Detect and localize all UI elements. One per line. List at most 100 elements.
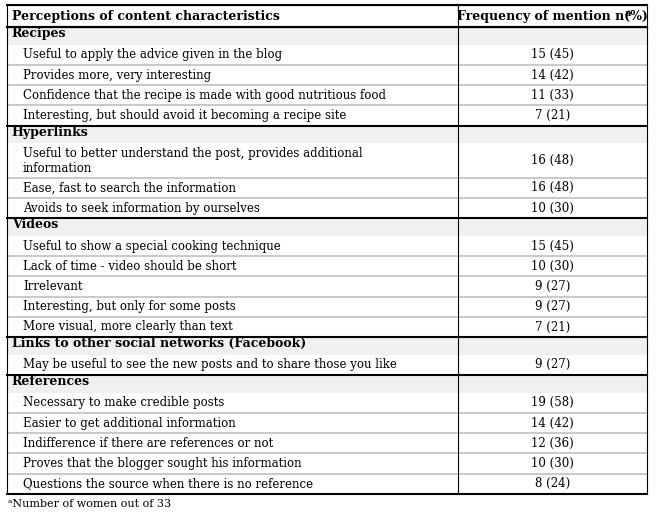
Bar: [7, 277, 458, 297]
Bar: [458, 45, 648, 65]
Bar: [7, 317, 458, 337]
Bar: [7, 355, 458, 375]
Bar: [7, 474, 458, 494]
Text: Useful to show a special cooking technique: Useful to show a special cooking techniq…: [23, 240, 280, 253]
Text: Interesting, but only for some posts: Interesting, but only for some posts: [23, 301, 235, 313]
Text: Perceptions of content characteristics: Perceptions of content characteristics: [12, 10, 280, 23]
Bar: [7, 40, 458, 45]
Bar: [458, 218, 648, 231]
Text: 19 (58): 19 (58): [531, 397, 574, 409]
Bar: [7, 105, 458, 126]
Bar: [458, 236, 648, 256]
Bar: [458, 5, 648, 27]
Text: Provides more, very interesting: Provides more, very interesting: [23, 69, 211, 81]
Bar: [7, 337, 458, 350]
Text: Interesting, but should avoid it becoming a recipe site: Interesting, but should avoid it becomin…: [23, 109, 347, 122]
Bar: [7, 231, 458, 236]
Text: Hyperlinks: Hyperlinks: [12, 126, 88, 139]
Text: 12 (36): 12 (36): [531, 437, 574, 450]
Bar: [458, 355, 648, 375]
Bar: [458, 126, 648, 139]
Bar: [458, 350, 648, 355]
Text: 14 (42): 14 (42): [531, 417, 574, 430]
Text: 9 (27): 9 (27): [535, 280, 570, 293]
Bar: [7, 218, 458, 231]
Bar: [7, 5, 458, 27]
Bar: [7, 413, 458, 433]
Bar: [458, 27, 648, 40]
Bar: [7, 393, 458, 413]
Text: Frequency of mention n(%): Frequency of mention n(%): [457, 10, 648, 23]
Bar: [7, 433, 458, 454]
Bar: [458, 474, 648, 494]
Bar: [458, 277, 648, 297]
Text: Confidence that the recipe is made with good nutritious food: Confidence that the recipe is made with …: [23, 89, 386, 102]
Text: Necessary to make credible posts: Necessary to make credible posts: [23, 397, 224, 409]
Bar: [7, 27, 458, 40]
Bar: [7, 198, 458, 218]
Bar: [7, 388, 458, 393]
Text: Recipes: Recipes: [12, 27, 66, 40]
Text: Irrelevant: Irrelevant: [23, 280, 82, 293]
Text: Questions the source when there is no reference: Questions the source when there is no re…: [23, 477, 313, 490]
Text: May be useful to see the new posts and to share those you like: May be useful to see the new posts and t…: [23, 359, 397, 372]
Bar: [458, 143, 648, 178]
Bar: [458, 317, 648, 337]
Bar: [7, 178, 458, 198]
Text: 9 (27): 9 (27): [535, 301, 570, 313]
Text: Videos: Videos: [12, 218, 58, 231]
Bar: [7, 297, 458, 317]
Bar: [458, 433, 648, 454]
Bar: [7, 350, 458, 355]
Text: References: References: [12, 375, 90, 388]
Bar: [458, 65, 648, 85]
Bar: [458, 413, 648, 433]
Text: 16 (48): 16 (48): [531, 182, 574, 195]
Text: Indifference if there are references or not: Indifference if there are references or …: [23, 437, 273, 450]
Bar: [458, 40, 648, 45]
Bar: [7, 236, 458, 256]
Bar: [458, 85, 648, 105]
Bar: [458, 256, 648, 277]
Text: 11 (33): 11 (33): [531, 89, 574, 102]
Bar: [7, 65, 458, 85]
Text: 7 (21): 7 (21): [535, 321, 570, 334]
Text: 14 (42): 14 (42): [531, 69, 574, 81]
Text: 8 (24): 8 (24): [535, 477, 570, 490]
Bar: [7, 45, 458, 65]
Bar: [458, 337, 648, 350]
Text: 15 (45): 15 (45): [531, 48, 574, 61]
Text: 10 (30): 10 (30): [531, 457, 574, 470]
Text: 7 (21): 7 (21): [535, 109, 570, 122]
Bar: [7, 126, 458, 139]
Bar: [458, 139, 648, 143]
Text: Easier to get additional information: Easier to get additional information: [23, 417, 235, 430]
Bar: [458, 198, 648, 218]
Text: Avoids to seek information by ourselves: Avoids to seek information by ourselves: [23, 202, 260, 215]
Text: 16 (48): 16 (48): [531, 154, 574, 167]
Text: Ease, fast to search the information: Ease, fast to search the information: [23, 182, 236, 195]
Bar: [7, 143, 458, 178]
Bar: [458, 393, 648, 413]
Bar: [458, 178, 648, 198]
Bar: [458, 375, 648, 388]
Text: More visual, more clearly than text: More visual, more clearly than text: [23, 321, 233, 334]
Text: 15 (45): 15 (45): [531, 240, 574, 253]
Bar: [7, 375, 458, 388]
Bar: [7, 454, 458, 474]
Bar: [458, 105, 648, 126]
Bar: [7, 256, 458, 277]
Bar: [7, 139, 458, 143]
Text: ᵃNumber of women out of 33: ᵃNumber of women out of 33: [8, 499, 171, 509]
Text: a: a: [625, 8, 631, 18]
Text: Proves that the blogger sought his information: Proves that the blogger sought his infor…: [23, 457, 302, 470]
Bar: [458, 388, 648, 393]
Text: Useful to better understand the post, provides additional
information: Useful to better understand the post, pr…: [23, 146, 363, 174]
Text: 10 (30): 10 (30): [531, 202, 574, 215]
Text: Links to other social networks (Facebook): Links to other social networks (Facebook…: [12, 337, 306, 350]
Bar: [458, 454, 648, 474]
Text: Useful to apply the advice given in the blog: Useful to apply the advice given in the …: [23, 48, 282, 61]
Text: Lack of time - video should be short: Lack of time - video should be short: [23, 260, 236, 273]
Bar: [7, 85, 458, 105]
Text: 10 (30): 10 (30): [531, 260, 574, 273]
